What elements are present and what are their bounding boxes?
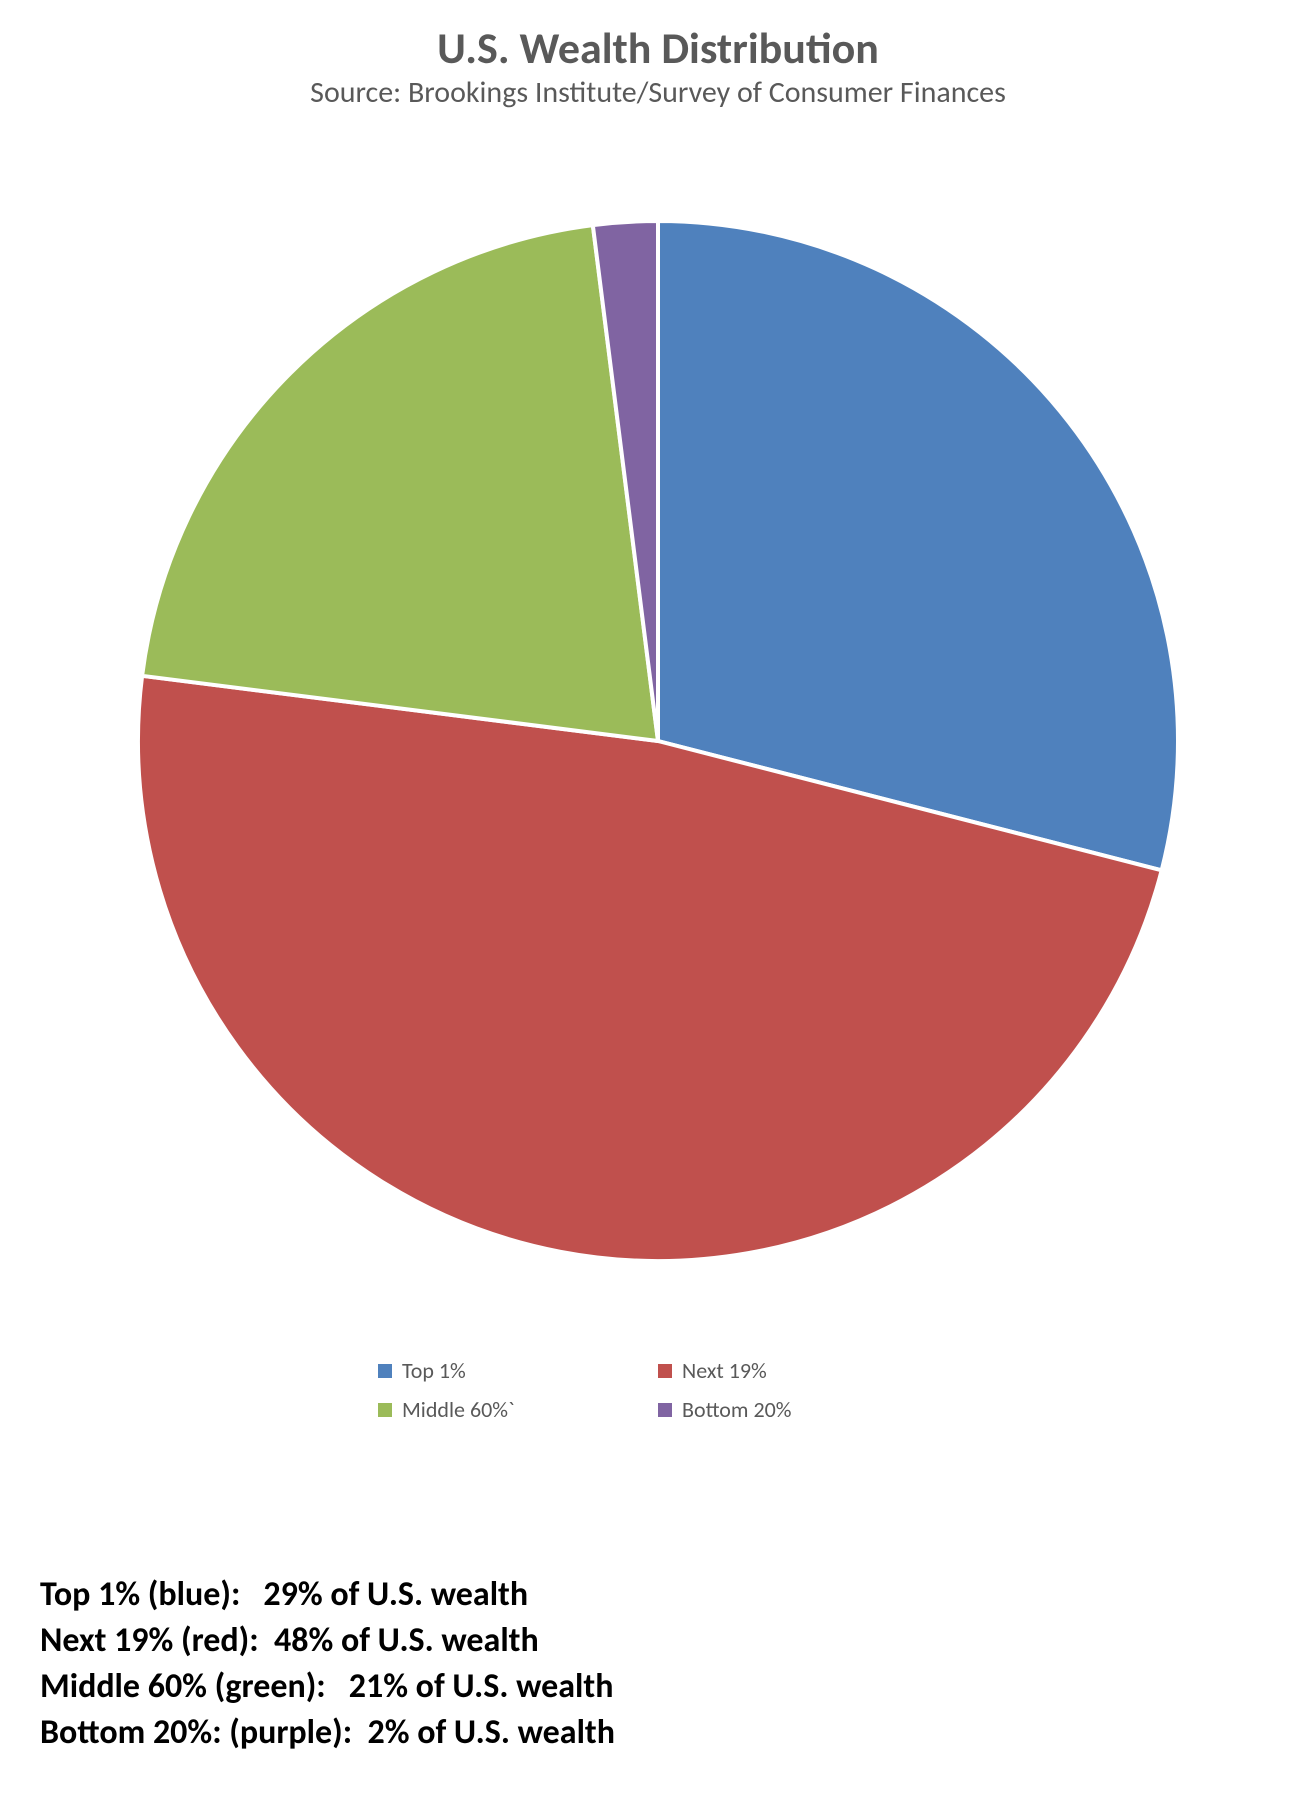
- page: U.S. Wealth Distribution Source: Brookin…: [0, 0, 1316, 1816]
- chart-subtitle: Source: Brookings Institute/Survey of Co…: [0, 74, 1316, 111]
- legend-swatch-bot20: [658, 1403, 672, 1417]
- legend-item-next19: Next 19%: [658, 1351, 938, 1390]
- legend-label-top1: Top 1%: [402, 1357, 466, 1384]
- legend-label-bot20: Bottom 20%: [682, 1396, 791, 1423]
- legend-swatch-next19: [658, 1364, 672, 1378]
- caption-block: Top 1% (blue): 29% of U.S. wealthNext 19…: [40, 1572, 615, 1756]
- legend-item-mid60: Middle 60%`: [378, 1390, 658, 1429]
- legend-item-bot20: Bottom 20%: [658, 1390, 938, 1429]
- title-block: U.S. Wealth Distribution Source: Brookin…: [0, 0, 1316, 111]
- legend-label-next19: Next 19%: [682, 1357, 767, 1384]
- legend-swatch-top1: [378, 1364, 392, 1378]
- chart-title: U.S. Wealth Distribution: [0, 24, 1316, 72]
- pie-chart: [0, 171, 1316, 1311]
- caption-line-0: Top 1% (blue): 29% of U.S. wealth: [40, 1572, 615, 1618]
- legend-swatch-mid60: [378, 1403, 392, 1417]
- chart-area: [0, 171, 1316, 1311]
- legend-item-top1: Top 1%: [378, 1351, 658, 1390]
- caption-line-1: Next 19% (red): 48% of U.S. wealth: [40, 1618, 615, 1664]
- pie-slice-mid60: [142, 225, 658, 741]
- legend: Top 1% Next 19% Middle 60%` Bottom 20%: [378, 1351, 938, 1429]
- caption-line-3: Bottom 20%: (purple): 2% of U.S. wealth: [40, 1710, 615, 1756]
- legend-label-mid60: Middle 60%`: [402, 1396, 514, 1423]
- caption-line-2: Middle 60% (green): 21% of U.S. wealth: [40, 1664, 615, 1710]
